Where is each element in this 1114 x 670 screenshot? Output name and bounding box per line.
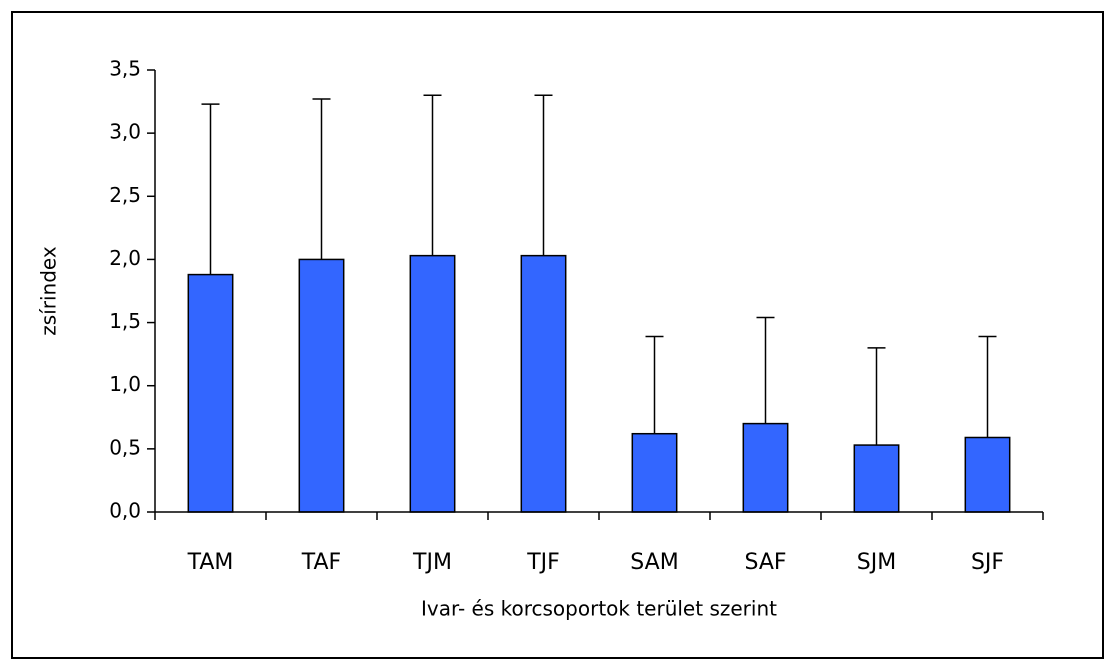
x-axis-label: Ivar- és korcsoportok terület szerint (421, 597, 777, 621)
x-tick-label: SJF (971, 550, 1004, 575)
x-tick-label: SJM (857, 550, 896, 575)
x-tick-label: SAM (630, 550, 678, 575)
bar (520, 254, 567, 513)
y-tick-label: 0,5 (109, 435, 141, 459)
bar (964, 436, 1011, 513)
bar (298, 258, 345, 513)
y-tick-label: 2,0 (109, 246, 141, 270)
y-tick-label: 2,5 (109, 183, 141, 207)
bar (742, 422, 789, 513)
bar (853, 444, 900, 513)
x-tick-label: TAF (301, 550, 341, 575)
x-tick-label: TAM (187, 550, 234, 575)
x-tick-label: SAF (744, 550, 786, 575)
bar (187, 273, 234, 513)
bar (631, 432, 678, 513)
y-tick-label: 1,0 (109, 372, 141, 396)
y-tick-label: 0,0 (109, 499, 141, 523)
y-tick-label: 3,0 (109, 120, 141, 144)
y-axis-label: zsírindex (37, 246, 61, 336)
bar (409, 254, 456, 513)
y-tick-label: 1,5 (109, 309, 141, 333)
x-tick-label: TJM (412, 550, 452, 575)
x-tick-label: TJF (526, 550, 560, 575)
y-tick-label: 3,5 (109, 57, 141, 81)
